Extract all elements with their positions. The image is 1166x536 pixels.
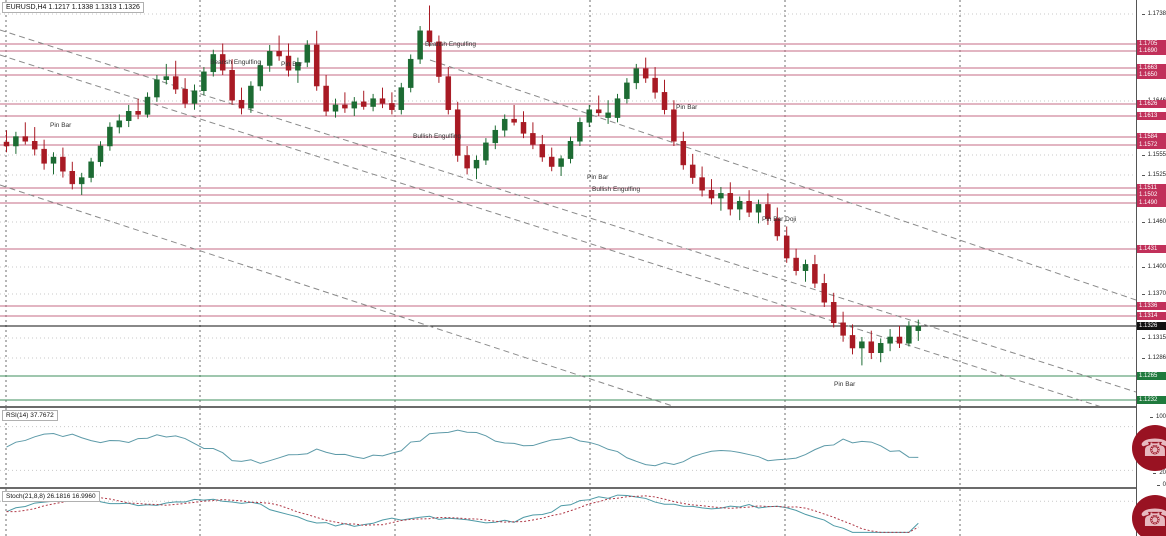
price-level-tag[interactable]: 1.1490 (1137, 199, 1166, 207)
pattern-annotation: Bearish Engulfing (425, 41, 476, 48)
price-chart-canvas (0, 0, 1136, 408)
price-level-tag[interactable]: 1.1502 (1137, 191, 1166, 199)
chart-title: EURUSD,H4 1.1217 1.1338 1.1313 1.1326 (2, 2, 144, 13)
rsi-scale-tick: 0 (1156, 482, 1166, 489)
stochastic-title: Stoch(21,8,8) 26.1816 16.9960 (2, 491, 100, 502)
pattern-annotation: Pin Bar (676, 104, 698, 111)
price-level-tag[interactable]: 1.1584 (1137, 133, 1166, 141)
phone-icon-watermark-1: ☎ (1132, 425, 1166, 471)
rsi-pane[interactable]: RSI(14) 37.7672 (0, 408, 1166, 489)
price-level-tag[interactable]: 1.1232 (1137, 396, 1166, 404)
pattern-annotation: Pin Bar (50, 122, 72, 129)
pane-divider-rsi (0, 406, 1166, 408)
price-level-tag[interactable]: 1.1613 (1137, 112, 1166, 120)
price-level-tag[interactable]: 1.1336 (1137, 302, 1166, 310)
price-level-tag[interactable]: 1.1572 (1137, 141, 1166, 149)
rsi-title: RSI(14) 37.7672 (2, 410, 58, 421)
rsi-scale-tick: 100 (1149, 414, 1166, 421)
price-level-tag[interactable]: 1.1690 (1137, 47, 1166, 55)
pattern-annotation: Pin Bar Doji (762, 216, 797, 223)
price-level-tag[interactable]: 1.1326 (1137, 322, 1166, 330)
pattern-annotation: Bearish Engulfing (210, 59, 261, 66)
stochastic-canvas (0, 489, 1136, 536)
price-scale-tick: 1.1460 (1141, 219, 1166, 226)
price-level-tag[interactable]: 1.1314 (1137, 312, 1166, 320)
price-chart-pane[interactable]: EURUSD,H4 1.1217 1.1338 1.1313 1.1326 Pi… (0, 0, 1166, 408)
pattern-annotation: Bullish Engulfing (592, 186, 641, 193)
pattern-annotation: Pin Bar (587, 174, 609, 181)
price-scale-tick: 1.1315 (1141, 335, 1166, 342)
price-level-tag[interactable]: 1.1265 (1137, 372, 1166, 380)
rsi-canvas (0, 408, 1136, 489)
stochastic-pane[interactable]: Stoch(21,8,8) 26.1816 16.9960 (0, 489, 1166, 536)
price-level-tag[interactable]: 1.1663 (1137, 64, 1166, 72)
price-scale-tick: 1.1370 (1141, 291, 1166, 298)
price-level-tag[interactable]: 1.1431 (1137, 245, 1166, 253)
price-scale-tick: 1.1286 (1141, 355, 1166, 362)
price-level-tag[interactable]: 1.1511 (1137, 184, 1166, 192)
pattern-annotation: Pin Bar (281, 61, 303, 68)
price-level-tag[interactable]: 1.1650 (1137, 71, 1166, 79)
price-level-tag[interactable]: 1.1626 (1137, 100, 1166, 108)
phone-icon-watermark-2: ☎ (1132, 495, 1166, 536)
price-scale[interactable]: 1.17381.16461.15551.15251.14601.14001.13… (1132, 0, 1166, 536)
price-scale-tick: 1.1525 (1141, 172, 1166, 179)
price-scale-tick: 1.1555 (1141, 152, 1166, 159)
pane-divider-stoch (0, 487, 1166, 489)
price-level-tag[interactable]: 1.1705 (1137, 40, 1166, 48)
rsi-scale-tick: 20 (1153, 470, 1166, 477)
pattern-annotation: Bullish Engulfing (413, 133, 462, 140)
pattern-annotation: Pin Bar (834, 381, 856, 388)
price-scale-tick: 1.1738 (1141, 11, 1166, 18)
price-scale-tick: 1.1400 (1141, 264, 1166, 271)
